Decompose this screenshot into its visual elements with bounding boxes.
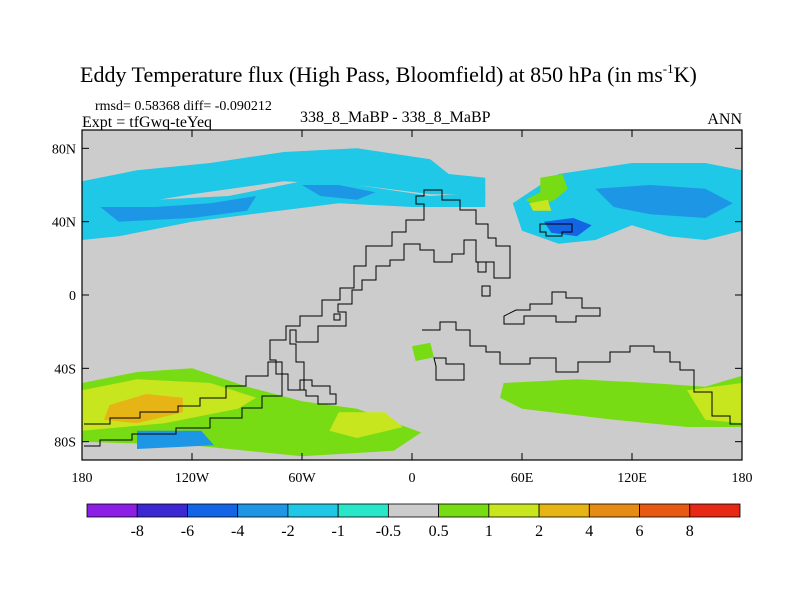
contour-region-south-atlantic [329, 412, 403, 438]
contour-region-asia-core [595, 185, 733, 218]
y-tick-label: 40S [54, 362, 76, 377]
contour-region-pacific-core [100, 196, 257, 222]
colorbar-label: -8 [131, 523, 144, 540]
x-tick-label: 0 [409, 471, 416, 486]
coastline-south-continent-2 [422, 321, 742, 425]
contour-region-antarctic-cold [137, 430, 214, 449]
coastline-southern-landmass [84, 361, 283, 447]
y-tick-label: 80N [52, 142, 76, 157]
coastline-asia-patch [539, 223, 573, 237]
colorbar-swatch [387, 503, 440, 518]
map-plot [81, 129, 743, 461]
x-tick-label: 60E [511, 471, 534, 486]
contour-region-nz-pos [525, 174, 568, 207]
coastlines [84, 189, 742, 447]
x-tick-label: 180 [72, 471, 93, 486]
coastline-southern-landmass-2 [299, 379, 337, 405]
season-label: ANN [707, 111, 742, 128]
colorbar-swatch [639, 503, 691, 518]
x-axis-ticks: 180 120W 60W 0 60E 120E 180 [72, 130, 753, 486]
colorbar: -8 -6 -4 -2 -1 -0.5 0.5 1 2 4 6 8 [86, 503, 741, 540]
contour-region-indian-east [500, 375, 742, 427]
chart-title-main: Eddy Temperature flux (High Pass, Bloomf… [80, 62, 663, 87]
x-tick-label: 120W [175, 471, 210, 486]
contour-region-indian-east-core [687, 383, 742, 424]
colorbar-label: -4 [231, 523, 244, 540]
coastline-island-1 [333, 313, 341, 321]
y-axis-ticks: 80N 40N 0 40S 80S [52, 142, 742, 451]
x-tick-label: 120E [617, 471, 647, 486]
experiment-label: Expt = tfGwq-teYeq [82, 114, 212, 131]
colorbar-label: -1 [331, 523, 344, 540]
colorbar-swatch [538, 503, 590, 518]
colorbar-swatch [588, 503, 640, 518]
contour-region-pacific-band [82, 181, 486, 240]
colorbar-swatch [136, 503, 188, 518]
colorbar-swatch [438, 503, 490, 518]
coastline-island-2 [477, 261, 487, 273]
x-tick-label: 180 [732, 471, 753, 486]
chart-title-suffix: K) [674, 62, 697, 87]
chart-title-superscript: -1 [663, 61, 674, 76]
colorbar-swatch [488, 503, 540, 518]
contour-region-southern-ocean-west-max [104, 394, 183, 424]
coastline-island-3 [481, 285, 491, 297]
colorbar-label: 2 [535, 523, 543, 540]
colorbar-label: -2 [281, 523, 294, 540]
colorbar-swatch [287, 503, 339, 518]
coastline-south-continent [503, 291, 601, 325]
colorbar-swatch [187, 503, 239, 518]
colorbar-label: 1 [485, 523, 493, 540]
stats-label: rmsd= 0.58368 diff= -0.090212 [95, 99, 272, 114]
colorbar-label: -0.5 [376, 523, 401, 540]
contour-regions [82, 148, 742, 457]
colorbar-swatch [86, 503, 138, 518]
contour-region-arctic-band [82, 148, 486, 204]
colorbar-label: 8 [686, 523, 694, 540]
x-tick-label: 60W [288, 471, 316, 486]
coastline-south-continent-3 [433, 357, 465, 381]
coastline-north-continent [269, 189, 511, 391]
colorbar-label: 6 [636, 523, 644, 540]
contour-region-asia-trough [544, 218, 592, 237]
y-tick-label: 40N [52, 216, 76, 231]
colorbar-label: -6 [181, 523, 194, 540]
contour-region-atlantic-core [302, 185, 376, 200]
contour-region-nz-pos2 [529, 199, 552, 211]
case-label: 338_8_MaBP - 338_8_MaBP [300, 109, 491, 126]
chart-title: Eddy Temperature flux (High Pass, Bloomf… [80, 61, 697, 87]
colorbar-swatch [237, 503, 289, 518]
colorbar-label: 0.5 [429, 523, 449, 540]
colorbar-label: 4 [585, 523, 593, 540]
colorbar-swatch [689, 503, 741, 518]
y-tick-label: 0 [69, 289, 76, 304]
y-tick-label: 80S [54, 436, 76, 451]
contour-region-south-patch [412, 342, 434, 361]
colorbar-swatch [337, 503, 389, 518]
